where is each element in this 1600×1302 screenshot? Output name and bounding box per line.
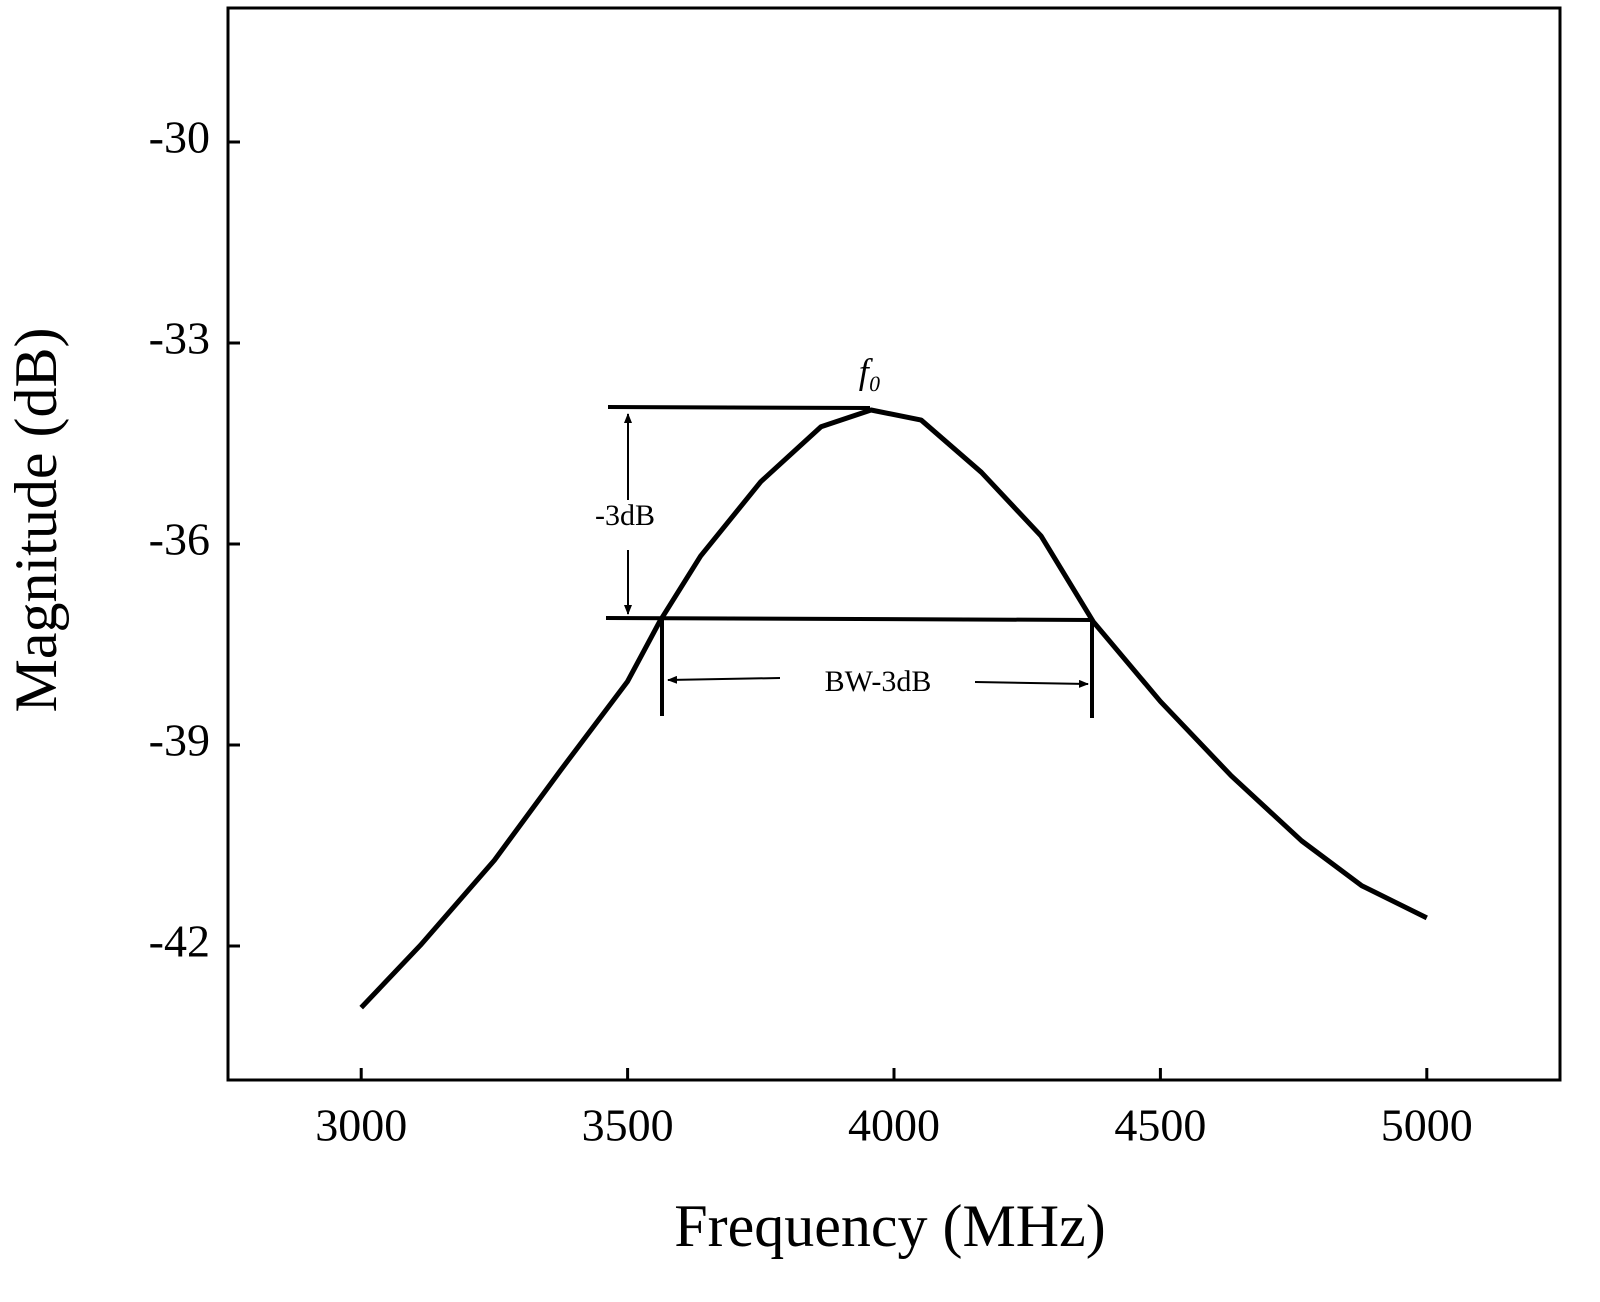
y-tick-label: -36 (149, 514, 210, 565)
annotation-line (607, 405, 871, 410)
y-tick-label: -30 (149, 112, 210, 163)
x-tick-label: 3500 (582, 1100, 674, 1151)
annotation-line (667, 675, 781, 684)
annotation-line (974, 679, 1089, 688)
x-axis-title: Frequency (MHz) (674, 1193, 1106, 1259)
x-tick-label: 5000 (1381, 1100, 1473, 1151)
x-tick-label: 4000 (848, 1100, 940, 1151)
x-tick-label: 4500 (1114, 1100, 1206, 1151)
y-tick-label: -39 (149, 715, 210, 766)
annotation: BW-3dB (825, 665, 932, 698)
y-tick-label: -33 (149, 313, 210, 364)
annotation-line (605, 616, 1093, 622)
annotation: -3dB (595, 499, 655, 532)
data-line (359, 407, 1428, 1010)
annotation: f₀ (859, 351, 882, 391)
y-tick-label: -42 (149, 916, 210, 967)
x-tick-label: 3000 (315, 1100, 407, 1151)
plot-frame (226, 6, 1562, 1082)
y-axis-title: Magnitude (dB) (3, 328, 69, 713)
